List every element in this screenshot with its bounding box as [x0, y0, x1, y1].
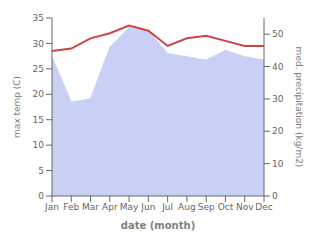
- svg-text:date (month): date (month): [121, 220, 195, 231]
- svg-text:max temp (C): max temp (C): [12, 76, 22, 138]
- svg-text:50: 50: [272, 29, 284, 39]
- svg-text:25: 25: [33, 64, 44, 74]
- svg-text:20: 20: [272, 126, 284, 136]
- svg-text:30: 30: [272, 94, 284, 104]
- svg-text:Jun: Jun: [140, 202, 155, 212]
- svg-text:med. precipitation (kg/m2): med. precipitation (kg/m2): [294, 47, 304, 168]
- svg-text:20: 20: [33, 89, 45, 99]
- svg-text:0: 0: [272, 191, 278, 201]
- svg-text:Feb: Feb: [63, 202, 79, 212]
- svg-text:Dec: Dec: [255, 202, 272, 212]
- svg-text:10: 10: [33, 140, 45, 150]
- svg-text:May: May: [120, 202, 139, 212]
- svg-text:Sep: Sep: [198, 202, 215, 212]
- svg-text:Jul: Jul: [161, 202, 173, 212]
- svg-text:30: 30: [33, 39, 45, 49]
- svg-text:40: 40: [272, 62, 284, 72]
- svg-text:Nov: Nov: [236, 202, 254, 212]
- svg-text:5: 5: [38, 166, 44, 176]
- svg-text:Mar: Mar: [82, 202, 99, 212]
- svg-text:10: 10: [272, 159, 284, 169]
- svg-text:0: 0: [38, 191, 44, 201]
- svg-text:Aug: Aug: [178, 202, 196, 212]
- svg-text:15: 15: [33, 115, 44, 125]
- svg-text:Oct: Oct: [218, 202, 234, 212]
- svg-text:Apr: Apr: [102, 202, 118, 212]
- svg-text:Jan: Jan: [44, 202, 59, 212]
- svg-text:35: 35: [33, 13, 44, 23]
